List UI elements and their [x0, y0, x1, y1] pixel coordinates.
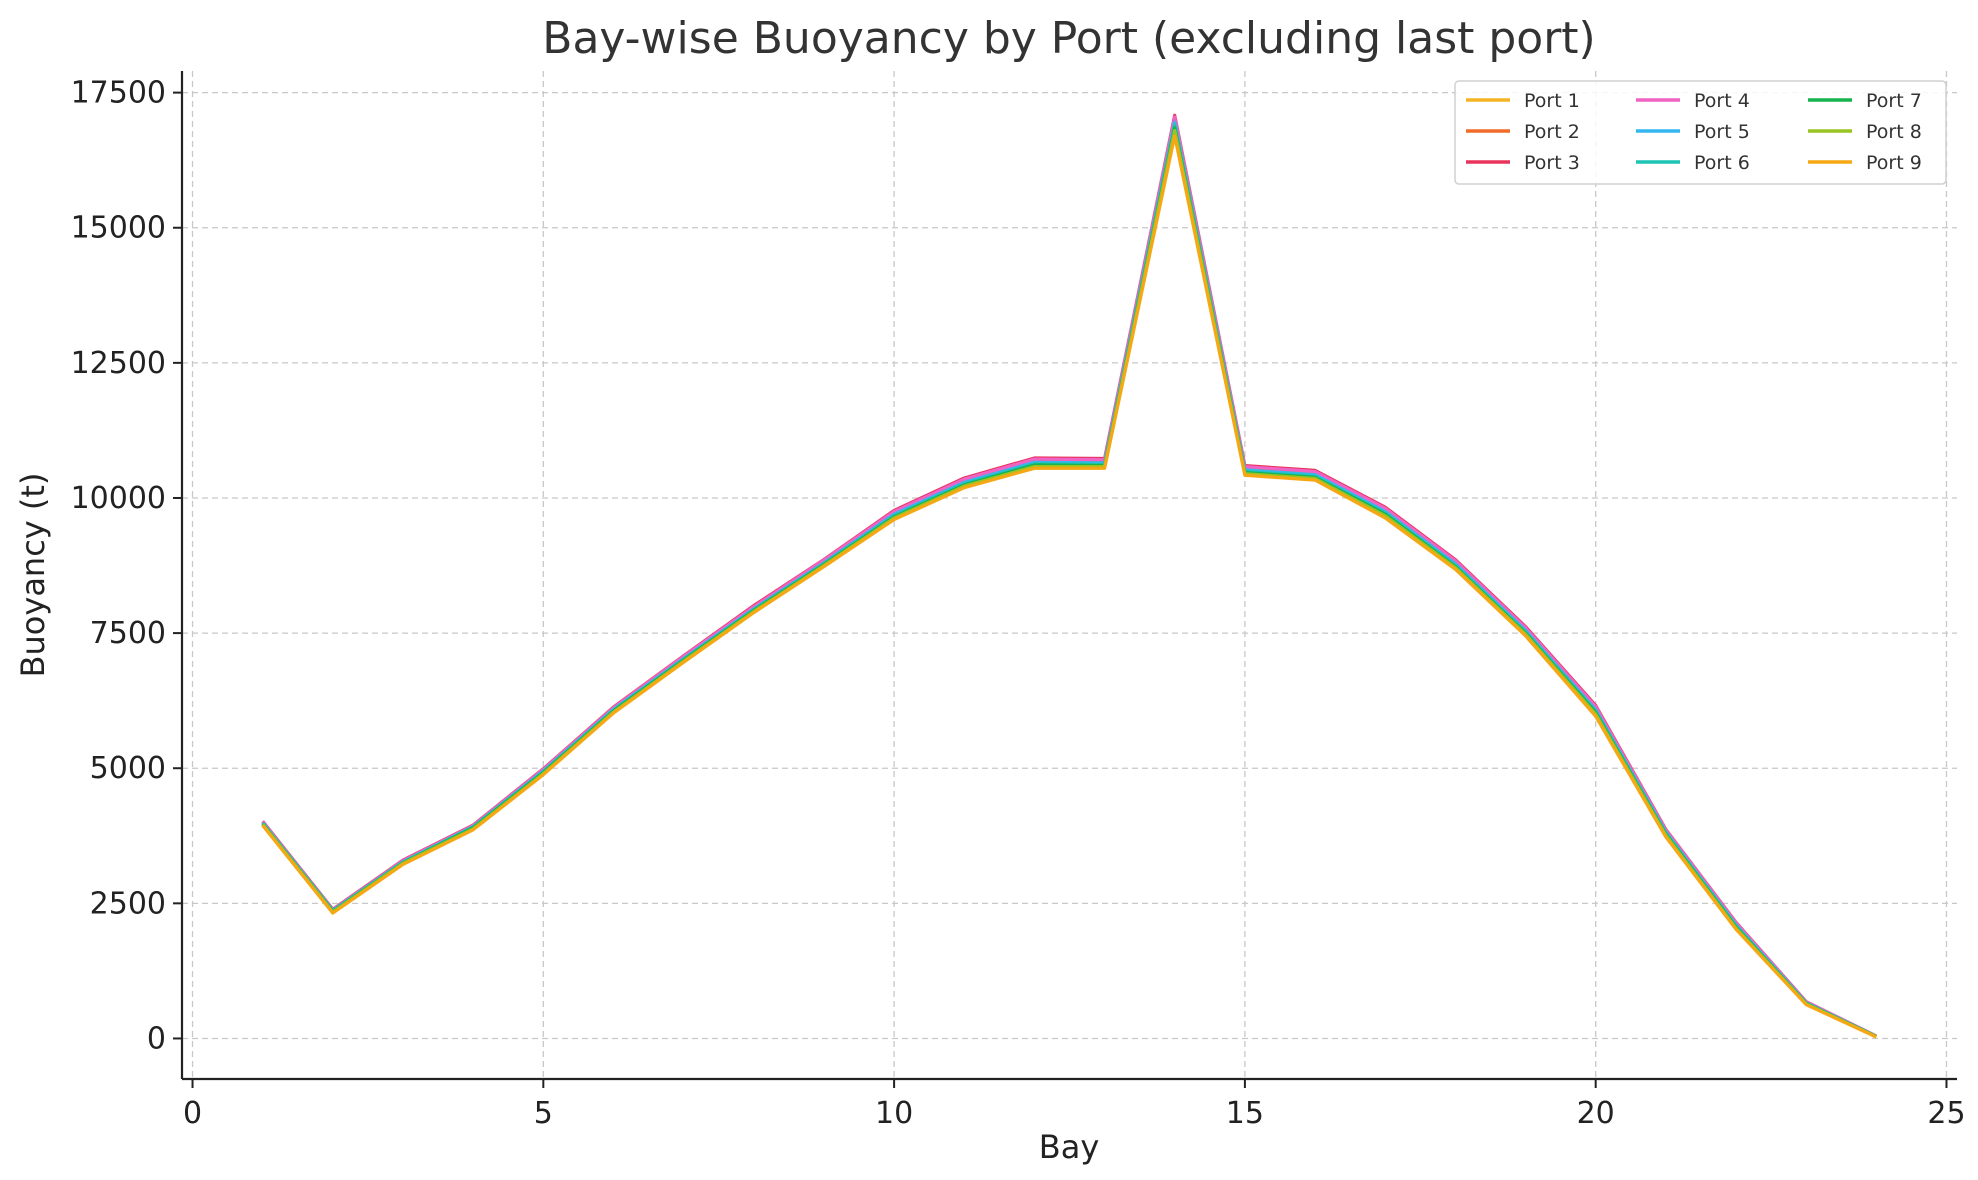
y-tick-label: 12500: [71, 346, 166, 381]
legend-label-port-1: Port 1: [1524, 90, 1580, 112]
y-tick-label: 17500: [71, 76, 166, 111]
y-tick-label: 2500: [90, 886, 166, 921]
chart-title: Bay-wise Buoyancy by Port (excluding las…: [542, 13, 1595, 64]
legend: Port 1 Port 2 Port 3 Port 4 Port 5 Port 6 Port…: [1454, 80, 1947, 185]
x-tick-label: 5: [534, 1096, 553, 1131]
series-line-port-9: [261, 134, 1877, 1039]
series-layer: [261, 113, 1878, 1039]
x-tick-label: 0: [183, 1096, 202, 1131]
x-axis-label: Bay: [1039, 1128, 1100, 1166]
x-tick-label: 25: [1927, 1096, 1965, 1131]
grid-layer: [182, 71, 1957, 1079]
legend-label-port-8: Port 8: [1866, 121, 1922, 143]
x-tick-label: 10: [875, 1096, 913, 1131]
legend-label-port-3: Port 3: [1524, 152, 1580, 174]
axes-layer: [180, 71, 1957, 1081]
legend-label-port-2: Port 2: [1524, 121, 1580, 143]
x-tick-label: 20: [1577, 1096, 1615, 1131]
y-tick-label: 0: [147, 1021, 166, 1056]
legend-label-port-7: Port 7: [1866, 90, 1922, 112]
tick-layer: 0 5 10 15 20 25 0 2500 5000 7500 10000 12500 15000 17…: [71, 76, 1966, 1131]
legend-label-port-9: Port 9: [1866, 152, 1922, 174]
x-tick-label: 15: [1226, 1096, 1264, 1131]
y-tick-label: 10000: [71, 481, 166, 516]
y-tick-label: 15000: [71, 211, 166, 246]
y-tick-label: 7500: [90, 616, 166, 651]
legend-label-port-4: Port 4: [1694, 90, 1750, 112]
legend-box: [1454, 80, 1947, 185]
legend-label-port-6: Port 6: [1694, 152, 1750, 174]
y-axis-label: Buoyancy (t): [14, 473, 52, 678]
legend-label-port-5: Port 5: [1694, 121, 1750, 143]
y-tick-label: 5000: [90, 751, 166, 786]
